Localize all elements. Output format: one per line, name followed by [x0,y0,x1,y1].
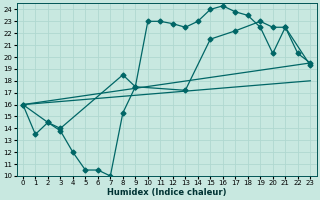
X-axis label: Humidex (Indice chaleur): Humidex (Indice chaleur) [107,188,226,197]
